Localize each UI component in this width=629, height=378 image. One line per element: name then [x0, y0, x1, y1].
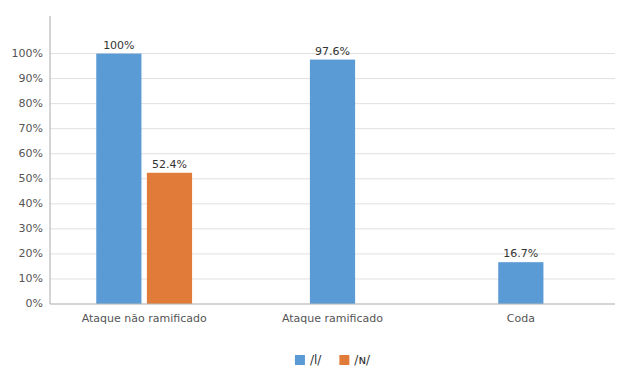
y-tick-label: 20% [19, 247, 43, 260]
data-labels: 100% 52.4% 97.6% 16.7% [103, 39, 538, 261]
y-tick-label: 0% [26, 297, 43, 310]
x-tick-label: Coda [507, 312, 535, 325]
data-label: 97.6% [315, 45, 350, 58]
data-label: 100% [103, 39, 134, 52]
y-tick-label: 90% [19, 72, 43, 85]
y-tick-label: 50% [19, 172, 43, 185]
x-tick-label: Ataque não ramificado [82, 312, 207, 325]
y-axis-line [50, 16, 51, 304]
bar [96, 54, 141, 304]
grid-line [50, 304, 615, 305]
bar [310, 60, 355, 304]
bar [498, 262, 543, 304]
y-tick-label: 60% [19, 147, 43, 160]
y-tick-label: 100% [12, 47, 43, 60]
legend-item: /ɴ/ [339, 353, 371, 367]
legend-label: /ɴ/ [354, 353, 371, 367]
legend: /l/ /ɴ/ [295, 353, 371, 367]
x-tick-label: Ataque ramificado [282, 312, 383, 325]
y-tick-label: 80% [19, 97, 43, 110]
legend-label: /l/ [310, 353, 322, 367]
grid [50, 54, 615, 304]
legend-item: /l/ [295, 353, 322, 367]
x-axis-line [50, 304, 615, 305]
data-label: 16.7% [503, 247, 538, 260]
bar [147, 173, 192, 304]
y-tick-label: 70% [19, 122, 43, 135]
bars [96, 54, 543, 304]
legend-swatch [295, 355, 305, 365]
y-tick-label: 40% [19, 197, 43, 210]
y-tick-label: 10% [19, 272, 43, 285]
chart: 0% 10% 20% 30% 40% 50% 60% 70% 80% 90% 100% 100% 52.… [0, 0, 629, 378]
y-tick-label: 30% [19, 222, 43, 235]
legend-swatch [339, 355, 349, 365]
data-label: 52.4% [152, 158, 187, 171]
